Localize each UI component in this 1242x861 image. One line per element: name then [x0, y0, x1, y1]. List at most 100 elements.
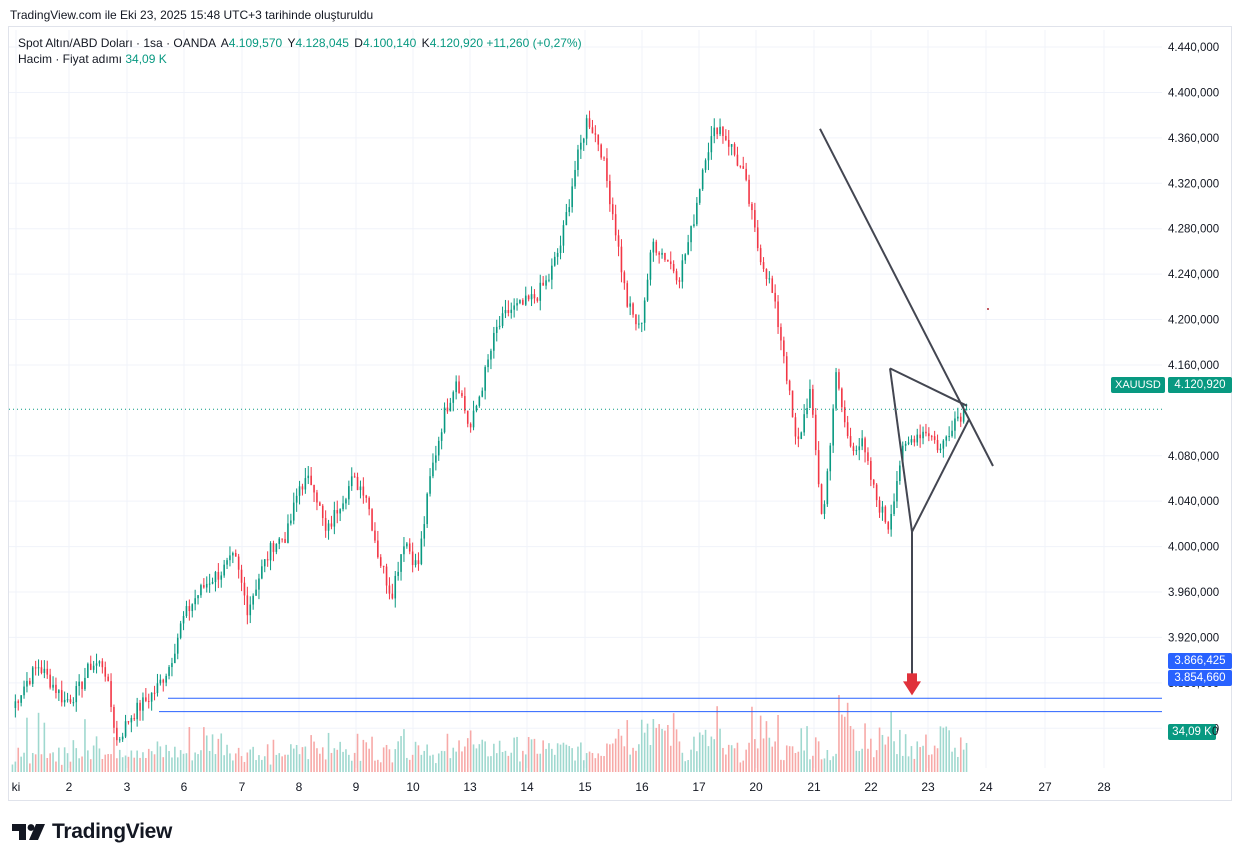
volume-bar [565, 744, 568, 772]
candle-body [104, 667, 107, 677]
candle-body [182, 615, 185, 624]
volume-bar [730, 745, 733, 772]
volume-bar [530, 739, 533, 772]
candle-body [925, 431, 927, 434]
volume-bar [130, 750, 133, 772]
legend-symbol[interactable]: Spot Altın/ABD Doları · 1sa · OANDA [18, 36, 216, 50]
volume-bar [252, 746, 254, 772]
volume-bar [507, 755, 510, 772]
candle-body [162, 679, 165, 683]
candle-body [92, 665, 95, 670]
volume-bar [185, 753, 188, 772]
chart-pane[interactable] [8, 26, 1232, 801]
volume-bar [875, 750, 878, 772]
volume-bar [690, 749, 692, 772]
volume-bar [490, 756, 492, 772]
volume-bar [945, 726, 948, 772]
level-price-tag-2[interactable]: 3.854,660 [1168, 670, 1232, 686]
candle-body [846, 422, 849, 437]
candle-body [14, 701, 17, 708]
candle-body [353, 476, 356, 478]
volume-bar [342, 751, 344, 772]
volume-bar [527, 737, 530, 772]
candle-body [333, 509, 336, 527]
volume-bar [110, 754, 112, 772]
volume-bar [751, 706, 753, 772]
legend-volume-label[interactable]: Hacim · Fiyat adımı [18, 52, 123, 66]
volume-bar [464, 746, 466, 772]
volume-bar [577, 746, 579, 772]
candle-body [562, 225, 565, 246]
volume-bar [635, 750, 637, 772]
candle-body [577, 149, 579, 170]
tradingview-logo[interactable]: TradingView [12, 820, 172, 844]
candle-body [948, 436, 950, 438]
volume-bar [899, 729, 901, 772]
candle-body [661, 252, 663, 255]
volume-bar [292, 748, 295, 772]
volume-bar [414, 741, 417, 772]
candle-body [356, 476, 359, 491]
volume-bar [232, 760, 234, 772]
volume-bar [194, 752, 196, 772]
volume-bar [626, 720, 629, 772]
candle-body [391, 593, 394, 599]
time-axis-label: 6 [181, 780, 188, 794]
candle-body [907, 442, 910, 444]
volume-bar [333, 748, 336, 772]
candle-body [623, 272, 626, 284]
candle-body [147, 700, 150, 702]
volume-bar [957, 756, 959, 772]
level-price-tag-1[interactable]: 3.866,425 [1168, 653, 1232, 669]
legend-close-value: 4.120,920 [429, 36, 484, 50]
volume-bar [394, 749, 397, 772]
volume-bar [887, 736, 890, 772]
volume-bar [324, 759, 327, 772]
volume-bar [475, 748, 478, 772]
chart-legend: Spot Altın/ABD Doları · 1sa · OANDA A4.1… [18, 35, 582, 67]
candle-body [319, 502, 321, 506]
candle-body [533, 294, 536, 299]
candle-body [548, 279, 550, 281]
candle-body [748, 179, 750, 204]
volume-bar [330, 752, 333, 772]
candle-body [324, 518, 327, 531]
volume-bar [179, 750, 182, 772]
candle-body [754, 210, 756, 228]
projection-arrow-stem [907, 673, 917, 683]
candle-body [478, 396, 481, 406]
candle-body [588, 118, 591, 128]
volume-bar [171, 757, 173, 772]
volume-bar [519, 761, 521, 772]
candle-body [539, 282, 542, 301]
volume-bar [594, 758, 597, 772]
volume-bar [301, 747, 304, 772]
candle-body [861, 438, 863, 447]
volume-bar [919, 747, 921, 772]
volume-bar [838, 695, 840, 772]
candle-body [896, 481, 898, 502]
volume-bar [417, 745, 420, 772]
volume-bar [223, 755, 225, 772]
candle-body [101, 661, 104, 668]
volume-tag: 34,09 K [1168, 724, 1216, 740]
volume-bar [368, 748, 370, 772]
triangle-upper-line [889, 367, 968, 407]
volume-bar [568, 746, 571, 772]
volume-bar [597, 753, 600, 772]
candle-body [394, 575, 397, 599]
volume-bar [614, 738, 617, 772]
candle-body [449, 402, 452, 412]
candle-body [208, 583, 211, 585]
candle-body [63, 699, 66, 703]
candle-body [205, 583, 208, 588]
volume-bar [87, 750, 89, 772]
volume-bar [623, 746, 626, 772]
candle-body [814, 414, 817, 451]
legend-high-label: Y [287, 36, 296, 50]
candle-body [745, 168, 747, 180]
candle-body [60, 690, 63, 703]
candle-body [426, 493, 428, 525]
candle-body [342, 503, 344, 510]
